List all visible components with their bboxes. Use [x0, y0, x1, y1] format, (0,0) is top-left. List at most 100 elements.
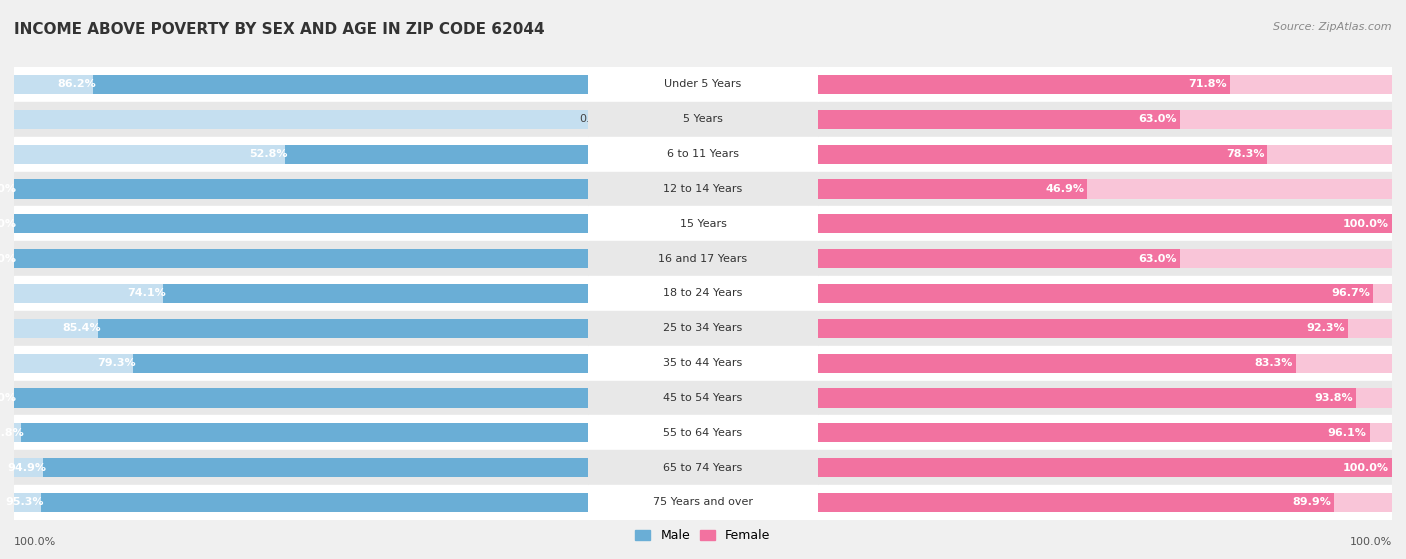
Bar [818, 389, 1357, 408]
Text: 83.3%: 83.3% [1254, 358, 1294, 368]
Bar [818, 75, 1392, 94]
Bar [98, 319, 588, 338]
Bar [14, 75, 588, 94]
Bar [14, 493, 588, 512]
Text: 92.3%: 92.3% [1306, 323, 1346, 333]
Bar [588, 311, 818, 345]
Text: Under 5 Years: Under 5 Years [665, 79, 741, 89]
Text: 78.3%: 78.3% [1226, 149, 1264, 159]
Text: 55 to 64 Years: 55 to 64 Years [664, 428, 742, 438]
Bar [14, 67, 588, 102]
Text: 100.0%: 100.0% [0, 184, 17, 194]
Text: 16 and 17 Years: 16 and 17 Years [658, 254, 748, 264]
Text: 63.0%: 63.0% [1137, 254, 1177, 264]
Bar [14, 415, 588, 450]
Bar [14, 110, 588, 129]
Text: 71.8%: 71.8% [1188, 79, 1227, 89]
Bar [14, 353, 588, 373]
Bar [14, 381, 588, 415]
Bar [818, 179, 1392, 198]
Bar [818, 206, 1392, 241]
Bar [818, 110, 1392, 129]
Bar [818, 353, 1392, 373]
Bar [588, 276, 818, 311]
Bar [14, 458, 588, 477]
Bar [818, 423, 1369, 442]
Bar [818, 458, 1392, 477]
Bar [14, 485, 588, 520]
Bar [14, 206, 588, 241]
Bar [818, 75, 1230, 94]
Bar [818, 493, 1334, 512]
Text: 98.8%: 98.8% [0, 428, 24, 438]
Bar [14, 276, 588, 311]
Bar [14, 389, 588, 408]
Bar [588, 450, 818, 485]
Bar [818, 319, 1392, 338]
Bar [818, 284, 1374, 303]
Bar [285, 145, 588, 164]
Bar [588, 206, 818, 241]
Text: 63.0%: 63.0% [1137, 115, 1177, 124]
Bar [818, 172, 1392, 206]
Bar [14, 179, 588, 198]
Bar [818, 110, 1180, 129]
Bar [44, 458, 588, 477]
Bar [818, 137, 1392, 172]
Bar [14, 311, 588, 345]
Text: 96.7%: 96.7% [1331, 288, 1369, 299]
Text: 100.0%: 100.0% [0, 219, 17, 229]
Bar [818, 423, 1392, 442]
Text: 5 Years: 5 Years [683, 115, 723, 124]
Bar [14, 214, 588, 234]
Text: 15 Years: 15 Years [679, 219, 727, 229]
Bar [818, 214, 1392, 234]
Bar [14, 450, 588, 485]
Bar [93, 75, 588, 94]
Bar [14, 249, 588, 268]
Bar [818, 493, 1392, 512]
Bar [14, 249, 588, 268]
Bar [588, 241, 818, 276]
Text: 100.0%: 100.0% [0, 254, 17, 264]
Bar [134, 353, 588, 373]
Bar [818, 67, 1392, 102]
Text: 95.3%: 95.3% [6, 498, 44, 508]
Bar [14, 179, 588, 198]
Text: 52.8%: 52.8% [249, 149, 288, 159]
Bar [21, 423, 588, 442]
Bar [818, 389, 1392, 408]
Bar [14, 172, 588, 206]
Bar [818, 102, 1392, 137]
Text: 75 Years and over: 75 Years and over [652, 498, 754, 508]
Bar [14, 389, 588, 408]
Bar [14, 284, 588, 303]
Text: Source: ZipAtlas.com: Source: ZipAtlas.com [1274, 22, 1392, 32]
Text: 6 to 11 Years: 6 to 11 Years [666, 149, 740, 159]
Text: 85.4%: 85.4% [62, 323, 101, 333]
Text: 100.0%: 100.0% [1350, 537, 1392, 547]
Bar [818, 485, 1392, 520]
Bar [818, 145, 1392, 164]
Text: 35 to 44 Years: 35 to 44 Years [664, 358, 742, 368]
Bar [818, 319, 1348, 338]
Bar [14, 345, 588, 381]
Bar [14, 214, 588, 234]
Bar [14, 241, 588, 276]
Text: 46.9%: 46.9% [1045, 184, 1084, 194]
Bar [588, 172, 818, 206]
Bar [818, 381, 1392, 415]
Bar [588, 345, 818, 381]
Bar [818, 458, 1392, 477]
Text: 93.8%: 93.8% [1315, 393, 1354, 403]
Text: 0.0%: 0.0% [579, 115, 607, 124]
Text: 25 to 34 Years: 25 to 34 Years [664, 323, 742, 333]
Text: 79.3%: 79.3% [97, 358, 136, 368]
Bar [818, 179, 1087, 198]
Bar [818, 214, 1392, 234]
Bar [588, 415, 818, 450]
Text: 65 to 74 Years: 65 to 74 Years [664, 463, 742, 472]
Bar [818, 311, 1392, 345]
Bar [588, 137, 818, 172]
Bar [14, 145, 588, 164]
